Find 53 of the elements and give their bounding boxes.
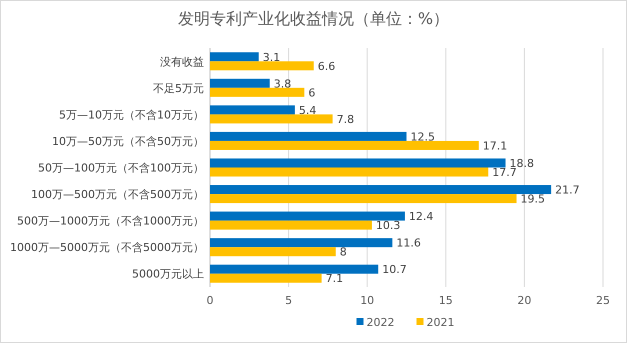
y-tick-label: 50万—100万元（不含100万元） xyxy=(38,162,204,174)
bar xyxy=(210,105,295,114)
data-label: 8 xyxy=(340,246,347,259)
bar xyxy=(210,52,259,62)
data-label: 21.7 xyxy=(555,184,580,197)
data-label: 7.1 xyxy=(326,272,344,286)
bar xyxy=(210,88,304,97)
y-tick-label: 没有收益 xyxy=(160,55,204,68)
bar xyxy=(210,194,517,204)
y-tick-label: 不足5万元 xyxy=(153,82,204,95)
data-label: 17.1 xyxy=(482,139,508,152)
legend-label: 2021 xyxy=(426,316,454,329)
bar xyxy=(210,220,372,230)
y-tick-label: 5000万元以上 xyxy=(132,268,204,281)
data-label: 10.3 xyxy=(376,219,400,232)
bar xyxy=(210,212,405,221)
data-label: 19.5 xyxy=(520,192,546,206)
y-tick-label: 500万—1000万元（不含1000万元） xyxy=(17,214,204,228)
data-label: 6 xyxy=(308,86,316,100)
bar xyxy=(210,78,270,88)
x-tick-label: 15 xyxy=(438,294,453,307)
x-tick-label: 10 xyxy=(360,294,374,307)
x-tick-label: 20 xyxy=(517,294,532,307)
bar xyxy=(210,140,479,150)
bar xyxy=(210,158,506,168)
data-label: 6.6 xyxy=(318,60,336,73)
bar xyxy=(210,114,333,124)
data-label: 7.8 xyxy=(336,112,354,126)
legend-label: 2022 xyxy=(366,316,394,329)
bar xyxy=(210,168,488,177)
bar xyxy=(210,264,378,274)
bar xyxy=(210,274,322,283)
bar xyxy=(210,61,314,70)
bar xyxy=(210,132,406,141)
data-label: 11.6 xyxy=(396,236,421,250)
data-label: 12.5 xyxy=(410,130,435,144)
chart-title: 发明专利产业化收益情况（单位：%） xyxy=(178,9,450,28)
data-label: 3.8 xyxy=(274,77,292,90)
data-label: 5.4 xyxy=(298,104,316,117)
x-tick-label: 25 xyxy=(596,294,610,307)
data-label: 10.7 xyxy=(382,263,407,276)
y-tick-label: 5万—10万元（不含10万元） xyxy=(59,108,204,122)
bar xyxy=(210,247,336,256)
bar xyxy=(210,185,552,194)
x-tick-label: 5 xyxy=(285,294,292,307)
data-label: 3.1 xyxy=(262,50,280,64)
y-tick-label: 10万—50万元（不含50万元） xyxy=(52,134,204,148)
x-tick-label: 0 xyxy=(206,294,214,307)
y-tick-label: 1000万—5000万元（不含5000万元） xyxy=(10,241,204,254)
data-label: 17.7 xyxy=(492,166,517,180)
y-tick-label: 100万—500万元（不含500万元） xyxy=(31,188,204,202)
bar xyxy=(210,238,392,248)
data-label: 12.4 xyxy=(408,210,434,224)
